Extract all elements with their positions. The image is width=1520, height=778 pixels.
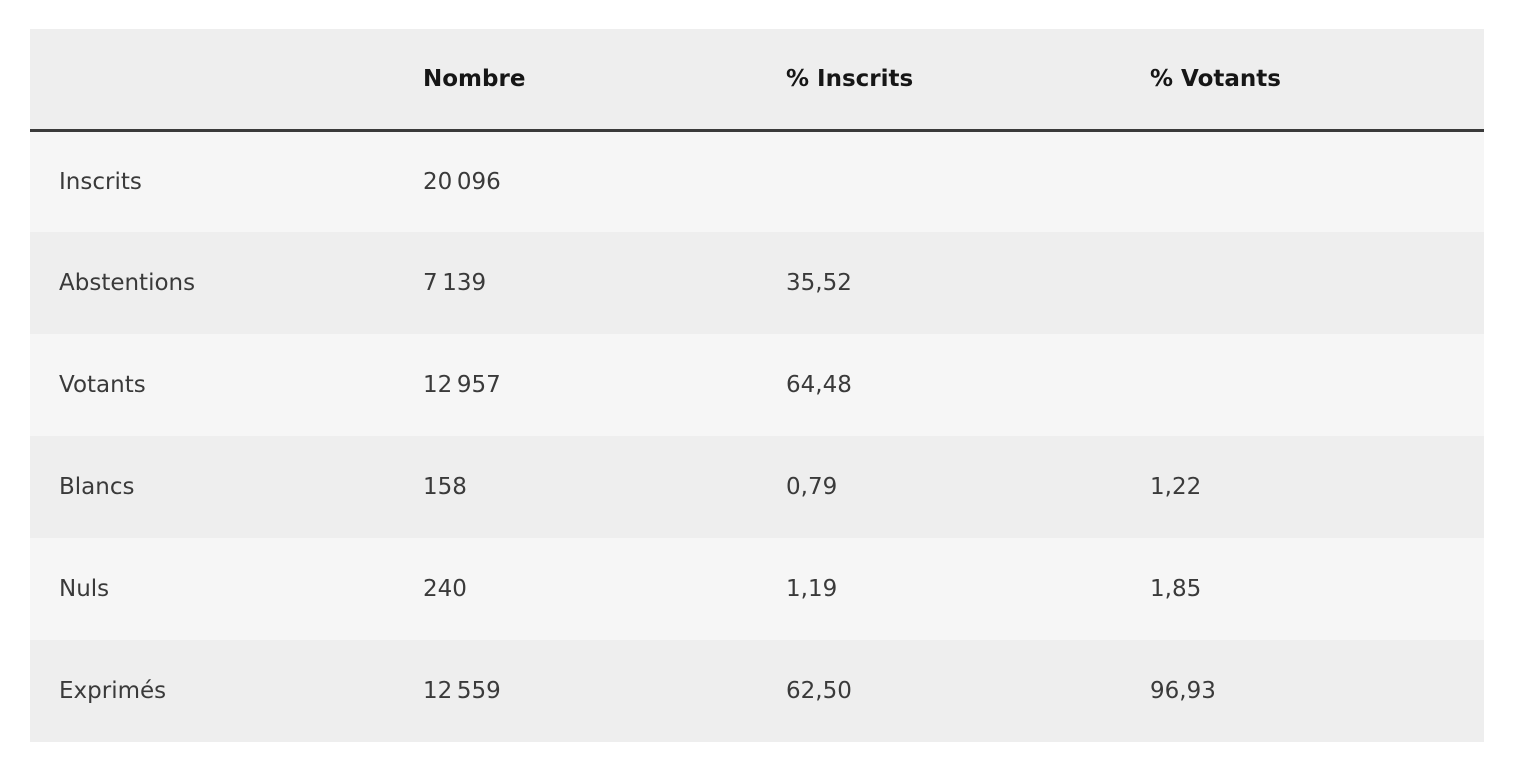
empty-cell: [1121, 334, 1484, 436]
cell: 12 559: [423, 678, 501, 704]
cell: 158: [423, 474, 467, 500]
cell: 96,93: [1150, 678, 1216, 704]
cell: 240: [423, 576, 467, 602]
cell: 7 139: [423, 270, 487, 296]
table-row: Abstentions 7 139 35,52: [30, 232, 1484, 334]
header-cell: % Votants: [1121, 29, 1484, 132]
cell: 1,19: [786, 576, 838, 602]
cell: 64,48: [786, 372, 852, 398]
row-label: Exprimés: [59, 678, 167, 704]
row-label: Abstentions: [59, 270, 196, 296]
table-header: Nombre% Inscrits% Votants: [30, 29, 1484, 132]
cell: 0,79: [786, 474, 838, 500]
table-row: Blancs 158 0,79 1,22: [30, 436, 1484, 538]
row-label: Votants: [59, 372, 146, 398]
cell: 1,22: [1150, 474, 1202, 500]
cell: 20 096: [423, 168, 501, 195]
cell: 12 957: [423, 372, 501, 398]
table-row: Inscrits 20 096: [30, 130, 1484, 232]
table-row: Exprimés 12 559 62,50 96,93: [30, 640, 1484, 742]
empty-cell: [757, 130, 1121, 232]
row-label: Blancs: [59, 474, 135, 500]
empty-cell: [1121, 232, 1484, 334]
header-empty-cell: [30, 29, 394, 132]
table-row: Votants 12 957 64,48: [30, 334, 1484, 436]
empty-cell: [1121, 130, 1484, 232]
row-label: Nuls: [59, 576, 110, 602]
row-label: Inscrits: [59, 168, 142, 195]
results-table: Nombre% Inscrits% Votants Inscrits 20 096…: [30, 29, 1484, 742]
cell: 62,50: [786, 678, 852, 704]
table-row: Nuls 240 1,19 1,85: [30, 538, 1484, 640]
table-body: Inscrits 20 096 Abstentions 7 139 35,52 Votan…: [30, 130, 1484, 742]
header-cell: Nombre: [394, 29, 757, 132]
header-cell: % Inscrits: [757, 29, 1121, 132]
cell: 1,85: [1150, 576, 1202, 602]
header-row: Nombre% Inscrits% Votants: [30, 29, 1484, 132]
cell: 35,52: [786, 270, 852, 296]
